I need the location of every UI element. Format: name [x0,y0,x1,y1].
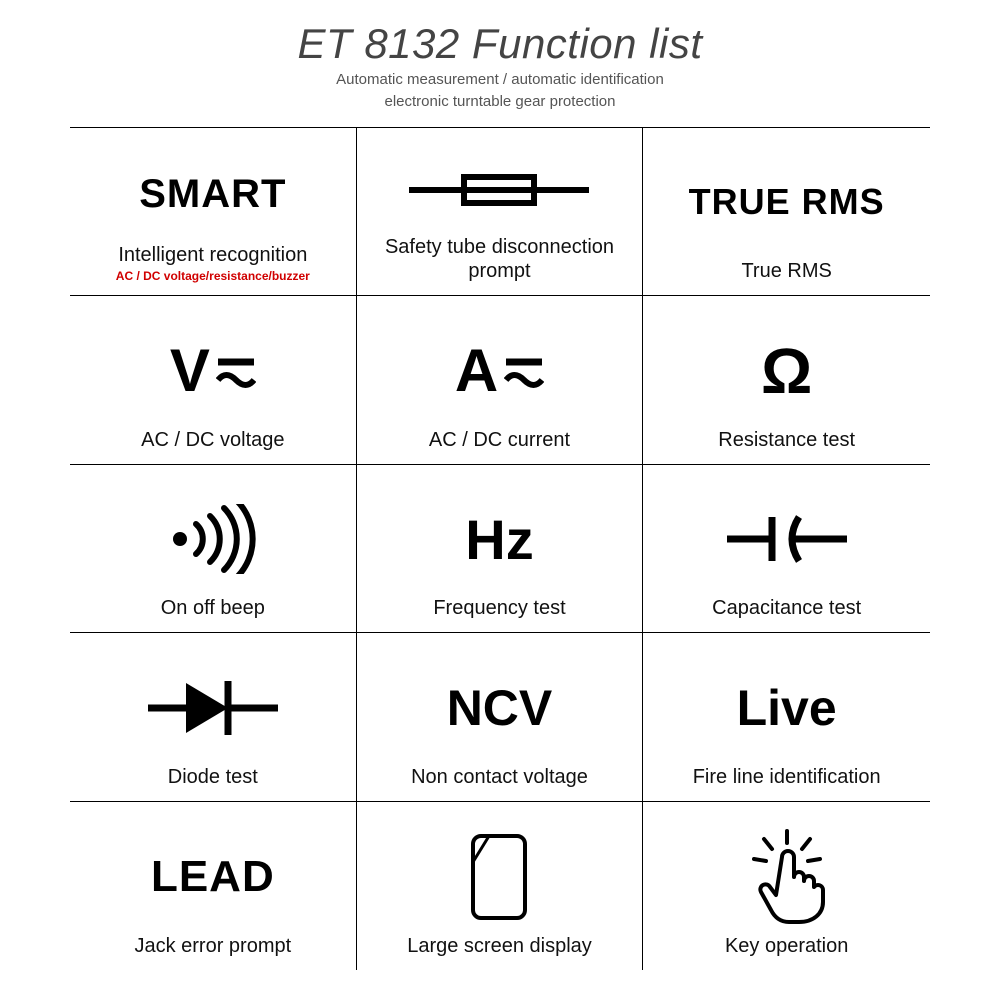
lead-text-icon: LEAD [76,820,350,935]
cell-frequency: Hz Frequency test [357,465,644,634]
fuse-label: Safety tube disconnection prompt [363,235,637,283]
cell-key: Key operation [643,802,930,971]
cell-diode: Diode test [70,633,357,802]
subtitle-line-1: Automatic measurement / automatic identi… [70,70,930,90]
cell-screen: Large screen display [357,802,644,971]
frequency-label: Frequency test [433,596,565,620]
true-rms-text-icon: TRUE RMS [649,146,924,260]
true-rms-label: True RMS [741,259,831,283]
lead-label: Jack error prompt [134,934,291,958]
voltage-icon: V [76,314,350,428]
omega-icon: Ω [649,314,924,428]
screen-icon [363,820,637,935]
beep-label: On off beep [161,596,265,620]
page-title: ET 8132 Function list [70,20,930,68]
cell-resistance: Ω Resistance test [643,296,930,465]
cell-true-rms: TRUE RMS True RMS [643,128,930,297]
diode-icon [76,651,350,765]
fuse-icon [363,146,637,236]
subtitle-line-2: electronic turntable gear protection [70,92,930,112]
ncv-text-icon: NCV [363,651,637,765]
key-label: Key operation [725,934,848,958]
beep-icon [76,483,350,597]
voltage-label: AC / DC voltage [141,428,284,452]
function-grid: SMART Intelligent recognition AC / DC vo… [70,127,930,971]
cell-live: Live Fire line identification [643,633,930,802]
ncv-label: Non contact voltage [411,765,588,789]
page-container: ET 8132 Function list Automatic measurem… [0,0,1000,1000]
current-icon: A [363,314,637,428]
cell-ncv: NCV Non contact voltage [357,633,644,802]
capacitance-label: Capacitance test [712,596,861,620]
screen-label: Large screen display [407,934,592,958]
smart-text-icon: SMART [76,146,350,244]
resistance-label: Resistance test [718,428,855,452]
cell-current: A AC / DC current [357,296,644,465]
cell-voltage: V AC / DC voltage [70,296,357,465]
touch-icon [649,820,924,935]
cell-lead: LEAD Jack error prompt [70,802,357,971]
live-label: Fire line identification [693,765,881,789]
diode-label: Diode test [168,765,258,789]
cell-beep: On off beep [70,465,357,634]
smart-sublabel: AC / DC voltage/resistance/buzzer [116,269,310,283]
cell-smart: SMART Intelligent recognition AC / DC vo… [70,128,357,297]
cell-capacitance: Capacitance test [643,465,930,634]
current-label: AC / DC current [429,428,570,452]
live-text-icon: Live [649,651,924,765]
header: ET 8132 Function list Automatic measurem… [70,20,930,113]
capacitor-icon [649,483,924,597]
smart-label: Intelligent recognition [116,243,310,267]
hz-text-icon: Hz [363,483,637,597]
cell-fuse: Safety tube disconnection prompt [357,128,644,297]
